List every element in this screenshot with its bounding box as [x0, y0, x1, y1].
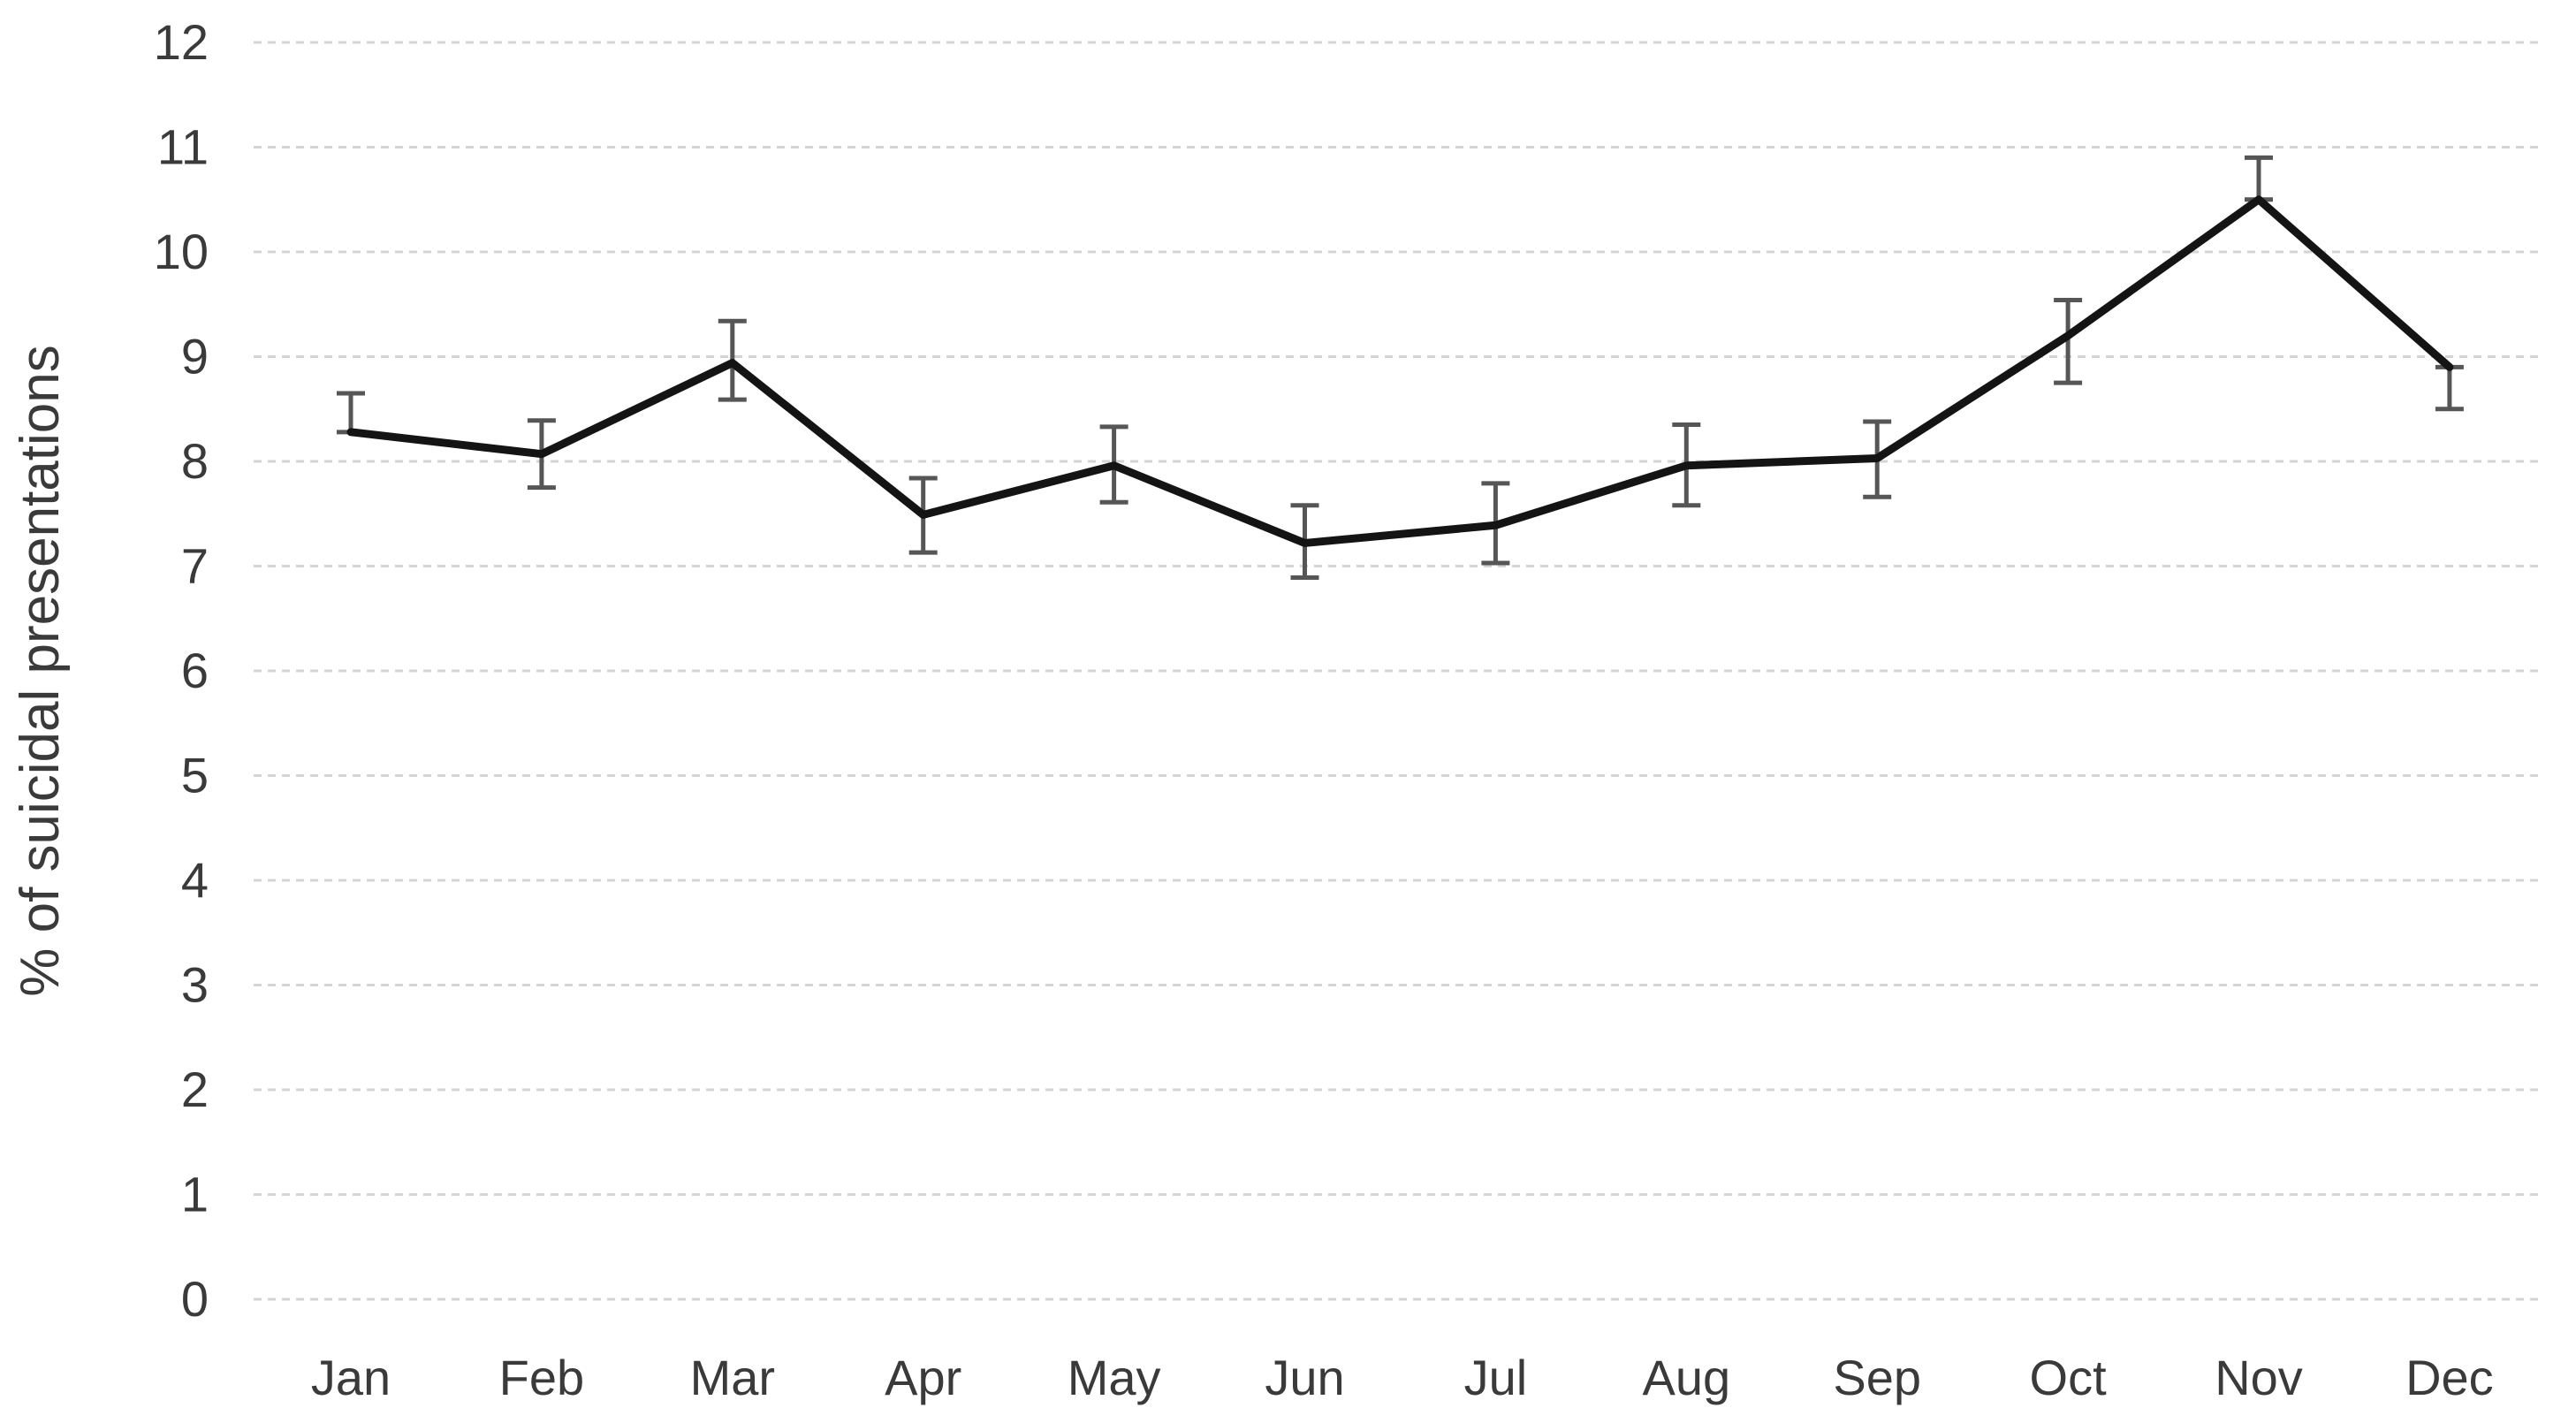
gridlines-layer	[254, 41, 2543, 1301]
y-tick-label: 7	[181, 538, 209, 594]
x-tick-label: Nov	[2215, 1350, 2303, 1405]
x-tick-label: Oct	[2030, 1350, 2108, 1405]
y-tick-label: 10	[154, 224, 209, 279]
y-tick-label: 5	[181, 748, 209, 803]
x-tick-label: May	[1068, 1350, 1161, 1405]
x-tick-label: Jun	[1265, 1350, 1344, 1405]
y-tick-label: 9	[181, 329, 209, 384]
y-tick-label: 12	[154, 14, 209, 70]
y-tick-label: 6	[181, 643, 209, 698]
x-tick-label: Feb	[499, 1350, 585, 1405]
data-series-layer	[346, 195, 2454, 547]
error-bar	[2054, 298, 2083, 385]
y-axis-title: % of suicidal presentations	[10, 345, 71, 997]
x-tick-label: Jan	[311, 1350, 391, 1405]
y-tick-label: 11	[157, 119, 209, 175]
y-tick-label: 0	[181, 1271, 209, 1327]
x-tick-label: Dec	[2405, 1350, 2494, 1405]
y-tick-label: 3	[181, 957, 209, 1013]
error-bar	[2245, 155, 2273, 202]
y-tick-label: 4	[181, 852, 209, 908]
error-bar	[337, 391, 365, 435]
x-tick-label: Jul	[1464, 1350, 1528, 1405]
error-bars-layer	[337, 155, 2464, 581]
data-line	[346, 195, 2454, 547]
y-tick-label: 8	[181, 433, 209, 489]
y-tick-label: 1	[181, 1167, 209, 1222]
y-tick-label: 2	[181, 1062, 209, 1117]
x-tick-label: Sep	[1833, 1350, 1921, 1405]
error-bar	[2435, 364, 2464, 412]
x-tick-label: Apr	[885, 1350, 961, 1405]
x-tick-label: Mar	[690, 1350, 775, 1405]
x-tick-label: Aug	[1642, 1350, 1730, 1405]
